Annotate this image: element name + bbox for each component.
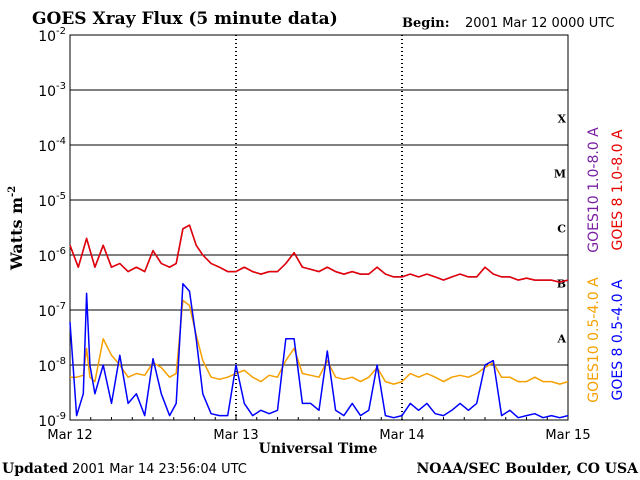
y-tick-base: 10 bbox=[38, 194, 56, 210]
y-axis-title: Watts m-2 bbox=[7, 186, 26, 271]
x-tick-labels: Mar 12 Mar 13 Mar 14 Mar 15 bbox=[47, 414, 591, 443]
series-line-3 bbox=[69, 224, 569, 283]
y-tick-exp: -3 bbox=[56, 81, 66, 92]
legend-entry: GOES10 0.5-4.0 A bbox=[586, 277, 602, 403]
x-tick-label: Mar 15 bbox=[545, 428, 590, 443]
flare-class-a: A bbox=[556, 333, 566, 346]
y-tick-label: 10-8 bbox=[38, 356, 66, 375]
y-tick-base: 10 bbox=[38, 414, 56, 430]
y-tick-label: 10-4 bbox=[38, 136, 66, 155]
legend: GOES10 1.0-8.0 A GOES 8 1.0-8.0 A GOES10 0… bbox=[586, 127, 626, 403]
x-tick-label: Mar 14 bbox=[379, 428, 424, 443]
y-tick-base: 10 bbox=[38, 304, 56, 320]
series-lines bbox=[69, 224, 569, 419]
x-tick-label: Mar 12 bbox=[47, 428, 92, 443]
y-tick-labels: 10-910-810-710-610-510-410-310-2 bbox=[38, 26, 568, 430]
flare-class-m: M bbox=[554, 168, 566, 181]
flare-class-c: C bbox=[557, 223, 566, 236]
y-tick-label: 10-9 bbox=[38, 411, 66, 430]
legend-entry: GOES 8 0.5-4.0 A bbox=[610, 279, 626, 400]
svg-text:Watts m-2: Watts m-2 bbox=[7, 186, 26, 271]
y-tick-base: 10 bbox=[38, 84, 56, 100]
y-tick-label: 10-7 bbox=[38, 301, 66, 320]
flare-class-x: X bbox=[557, 113, 566, 126]
y-tick-exp: -9 bbox=[56, 411, 66, 422]
x-tick-label: Mar 13 bbox=[213, 428, 258, 443]
updated-label: Updated bbox=[2, 461, 68, 477]
y-tick-base: 10 bbox=[38, 359, 56, 375]
y-tick-exp: -7 bbox=[56, 301, 66, 312]
y-tick-exp: -8 bbox=[56, 356, 66, 367]
y-axis-title-exp: -2 bbox=[7, 186, 18, 197]
y-tick-exp: -6 bbox=[56, 246, 66, 257]
credit-text: NOAA/SEC Boulder, CO USA bbox=[417, 461, 640, 477]
y-tick-exp: -2 bbox=[56, 26, 66, 37]
y-tick-exp: -5 bbox=[56, 191, 66, 202]
y-tick-base: 10 bbox=[38, 139, 56, 155]
y-tick-label: 10-3 bbox=[38, 81, 66, 100]
legend-entry: GOES 8 1.0-8.0 A bbox=[610, 129, 626, 250]
legend-entry: GOES10 1.0-8.0 A bbox=[586, 127, 602, 253]
flare-class-labels: A B C M X bbox=[554, 113, 567, 346]
x-axis-title: Universal Time bbox=[259, 441, 378, 457]
y-tick-base: 10 bbox=[38, 249, 56, 265]
begin-value: 2001 Mar 12 0000 UTC bbox=[465, 16, 615, 31]
series-line-1 bbox=[69, 283, 569, 419]
y-tick-label: 10-6 bbox=[38, 246, 66, 265]
series-line-0 bbox=[70, 299, 569, 385]
y-tick-exp: -4 bbox=[56, 136, 66, 147]
chart-title: GOES Xray Flux (5 minute data) bbox=[32, 9, 338, 29]
y-tick-label: 10-2 bbox=[38, 26, 66, 45]
y-axis-title-text: Watts m bbox=[7, 197, 26, 271]
begin-label: Begin: bbox=[402, 16, 450, 31]
y-tick-label: 10-5 bbox=[38, 191, 66, 210]
y-tick-base: 10 bbox=[38, 29, 56, 45]
updated-value: 2001 Mar 14 23:56:04 UTC bbox=[72, 462, 247, 477]
flare-class-b: B bbox=[557, 278, 566, 291]
